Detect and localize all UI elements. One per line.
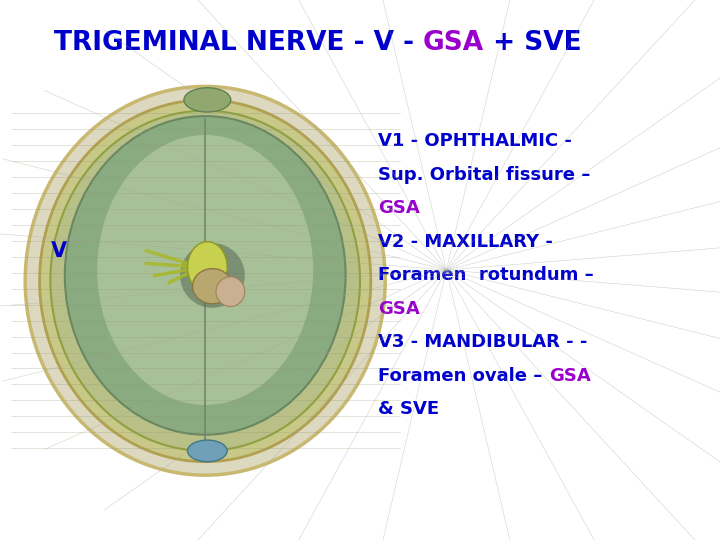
Text: V3 - MANDIBULAR - -: V3 - MANDIBULAR - - xyxy=(378,333,588,351)
Text: V2: V2 xyxy=(50,241,81,261)
Text: Foramen ovale –: Foramen ovale – xyxy=(378,367,549,384)
Text: TRIGEMINAL NERVE - V -: TRIGEMINAL NERVE - V - xyxy=(54,30,423,56)
Text: GSA: GSA xyxy=(378,199,420,217)
Text: GSA: GSA xyxy=(378,300,420,318)
Text: GSA: GSA xyxy=(549,367,590,384)
Ellipse shape xyxy=(192,269,232,303)
Text: V2 - MAXILLARY -: V2 - MAXILLARY - xyxy=(378,233,553,251)
Text: V1 - OPHTHALMIC -: V1 - OPHTHALMIC - xyxy=(378,132,572,150)
Ellipse shape xyxy=(25,86,385,475)
Ellipse shape xyxy=(187,440,228,462)
Ellipse shape xyxy=(184,88,230,112)
Text: Sup. Orbital fissure –: Sup. Orbital fissure – xyxy=(378,166,590,184)
Text: V3: V3 xyxy=(94,338,125,359)
Ellipse shape xyxy=(180,243,245,308)
Text: & SVE: & SVE xyxy=(378,400,439,418)
Text: + SVE: + SVE xyxy=(485,30,582,56)
Ellipse shape xyxy=(187,242,228,293)
Text: Foramen  rotundum –: Foramen rotundum – xyxy=(378,266,594,284)
Text: GSA: GSA xyxy=(423,30,485,56)
Ellipse shape xyxy=(40,100,371,462)
Ellipse shape xyxy=(50,111,360,451)
Ellipse shape xyxy=(97,135,313,405)
Ellipse shape xyxy=(216,276,245,307)
Text: V1: V1 xyxy=(137,154,168,175)
Ellipse shape xyxy=(65,116,346,435)
